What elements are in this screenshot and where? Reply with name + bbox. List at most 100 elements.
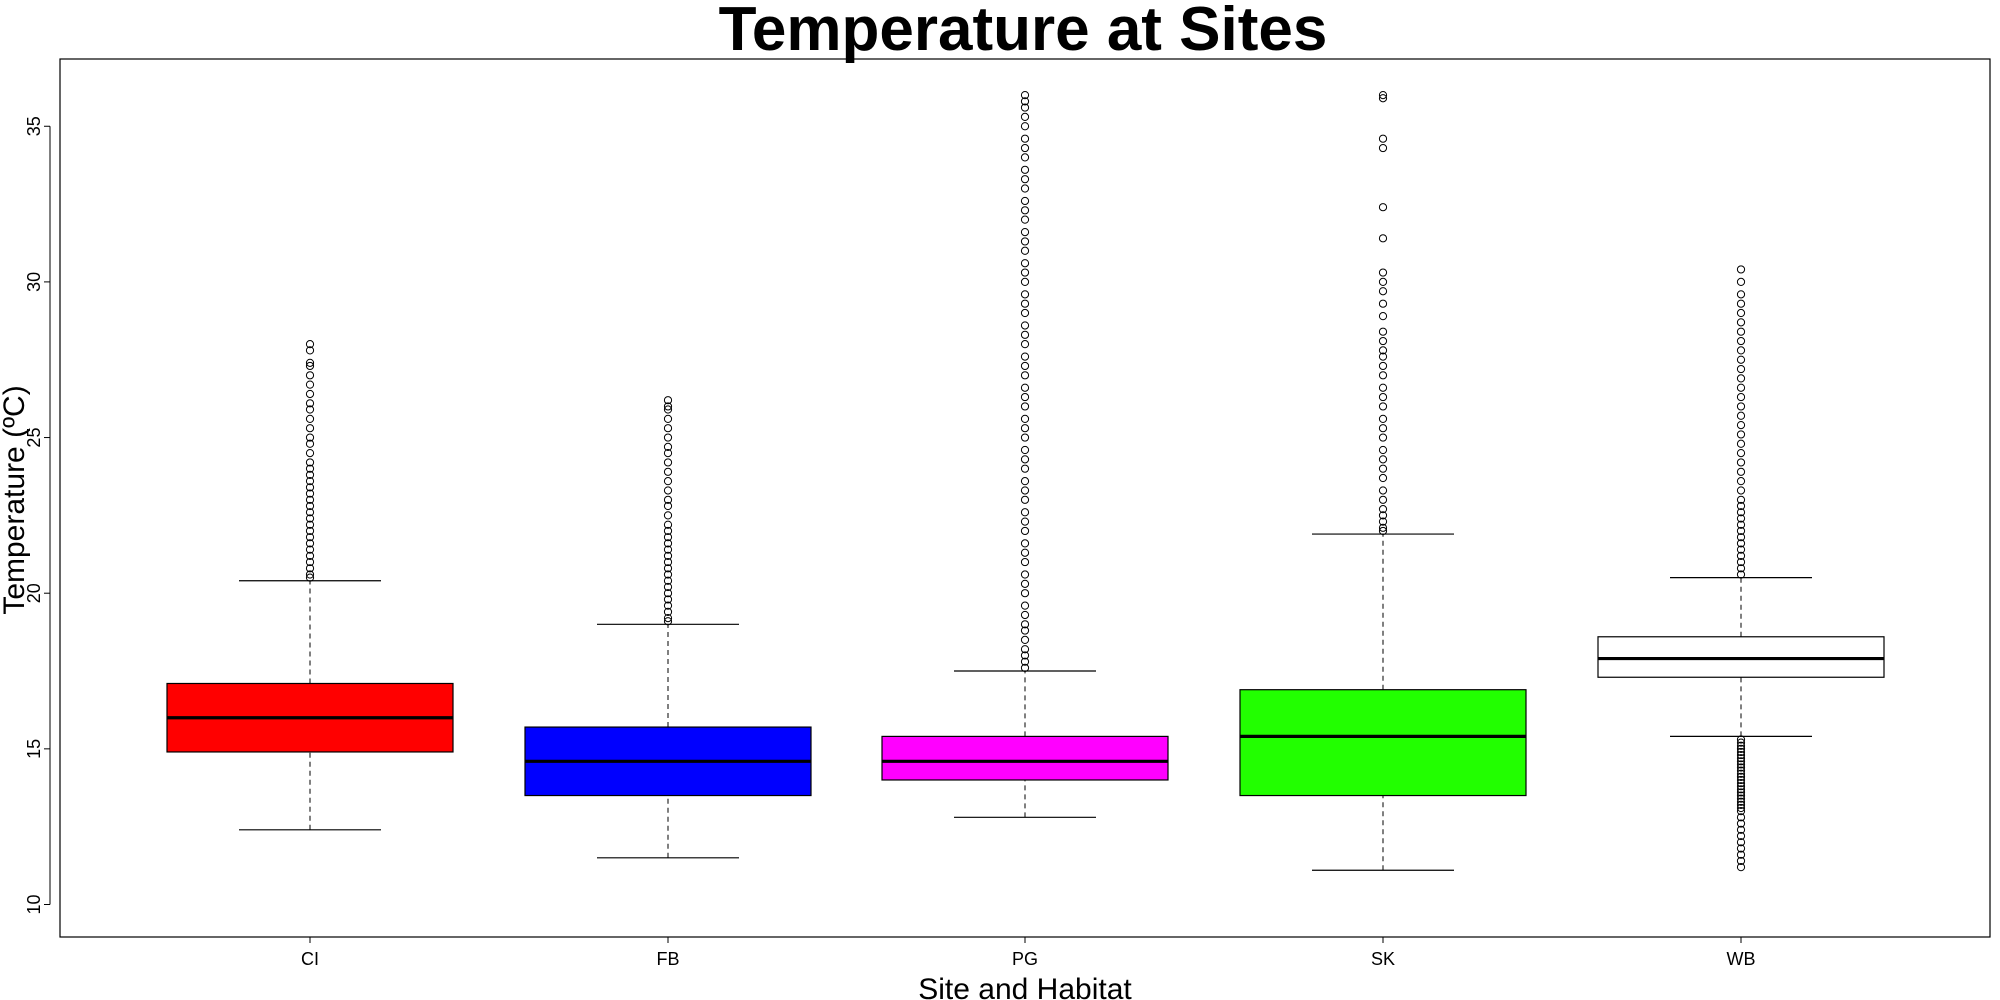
outlier-point	[1736, 277, 1746, 286]
y-tick-label: 30	[24, 272, 44, 292]
outlier-point	[1020, 175, 1030, 184]
outlier-point	[1378, 287, 1388, 296]
outlier-point	[1020, 663, 1030, 673]
outlier-point	[1736, 831, 1746, 841]
outlier-point	[663, 405, 673, 414]
outlier-point	[305, 470, 315, 480]
outlier-point	[1378, 268, 1388, 277]
outlier-point	[1736, 791, 1746, 800]
outlier-point	[1020, 433, 1030, 442]
outlier-point	[1378, 486, 1388, 495]
outlier-point	[1020, 299, 1030, 308]
outlier-point	[305, 433, 315, 442]
outlier-point	[663, 533, 673, 542]
outlier-point	[1736, 495, 1746, 504]
outlier-point	[1736, 420, 1746, 430]
outlier-point	[1378, 464, 1388, 473]
outlier-point	[305, 399, 315, 408]
outlier-point	[1736, 551, 1746, 560]
outlier-point	[1736, 769, 1746, 778]
outlier-point	[1020, 134, 1030, 143]
x-tick-label: WB	[1727, 949, 1756, 969]
outlier-point	[1736, 778, 1746, 788]
outlier-point	[1020, 517, 1030, 526]
outlier-point	[1736, 766, 1746, 775]
y-tick-label: 35	[24, 116, 44, 136]
outlier-point	[1736, 819, 1746, 828]
boxes-group	[166, 91, 1885, 872]
outlier-point	[305, 414, 315, 423]
outlier-point	[305, 464, 315, 473]
outlier-point	[1020, 657, 1030, 666]
outlier-point	[1736, 557, 1746, 567]
outlier-point	[1736, 844, 1746, 853]
outlier-point	[305, 526, 315, 536]
outlier-point	[1736, 757, 1746, 766]
x-axis-label: Site and Habitat	[918, 973, 1132, 1000]
outlier-point	[1020, 645, 1030, 654]
outlier-point	[1736, 346, 1746, 355]
outlier-point	[305, 564, 315, 573]
outlier-point	[663, 545, 673, 554]
outlier-point	[1020, 97, 1030, 106]
outlier-point	[1736, 738, 1746, 747]
outlier-point	[305, 424, 315, 433]
outlier-point	[1020, 122, 1030, 131]
outlier-point	[663, 570, 673, 579]
outlier-point	[663, 617, 673, 626]
outlier-point	[1020, 651, 1030, 660]
outlier-point	[1736, 570, 1746, 579]
x-axis: CI FB PG SK WB	[301, 936, 1756, 969]
outlier-point	[663, 539, 673, 548]
outlier-point	[1020, 165, 1030, 174]
outlier-point	[305, 405, 315, 414]
box-iqr	[1239, 689, 1527, 797]
outlier-point	[1736, 514, 1746, 523]
outlier-point	[1020, 601, 1030, 610]
outlier-point	[1020, 383, 1030, 392]
y-axis-label: Temperature (ºC)	[0, 385, 31, 614]
outlier-point	[1020, 91, 1030, 100]
outlier-point	[1020, 330, 1030, 339]
outlier-point	[1020, 290, 1030, 299]
outlier-point	[305, 380, 315, 389]
outlier-point	[1378, 336, 1388, 346]
outlier-point	[663, 477, 673, 486]
outlier-point	[1736, 803, 1746, 813]
outlier-point	[1736, 838, 1746, 847]
outlier-point	[1378, 505, 1388, 514]
outlier-point	[1378, 414, 1388, 423]
outlier-point	[663, 551, 673, 560]
outlier-point	[1378, 402, 1388, 411]
outlier-point	[1378, 517, 1388, 526]
outlier-point	[305, 573, 315, 582]
outlier-point	[663, 402, 673, 411]
box-wb	[1597, 265, 1885, 872]
outlier-point	[1736, 520, 1746, 529]
outlier-point	[1020, 414, 1030, 423]
outlier-point	[1020, 589, 1030, 598]
outlier-point	[1020, 539, 1030, 548]
outlier-point	[1378, 511, 1388, 520]
outlier-point	[1020, 112, 1030, 122]
outlier-point	[1736, 318, 1746, 327]
outlier-point	[1736, 327, 1746, 336]
outlier-point	[1736, 526, 1746, 536]
outlier-point	[663, 467, 673, 476]
y-tick-label: 15	[24, 739, 44, 759]
outlier-point	[1378, 473, 1388, 483]
y-tick-label: 10	[24, 894, 44, 914]
outlier-point	[1736, 355, 1746, 364]
outlier-point	[1020, 153, 1030, 162]
outlier-point	[1736, 545, 1746, 554]
outlier-point	[305, 483, 315, 492]
outlier-point	[1736, 856, 1746, 866]
outlier-point	[1378, 234, 1388, 243]
outlier-point	[663, 614, 673, 623]
outlier-point	[1736, 747, 1746, 757]
outlier-point	[1020, 570, 1030, 579]
outlier-point	[1736, 782, 1746, 791]
outlier-point	[1736, 364, 1746, 374]
outlier-point	[305, 358, 315, 367]
